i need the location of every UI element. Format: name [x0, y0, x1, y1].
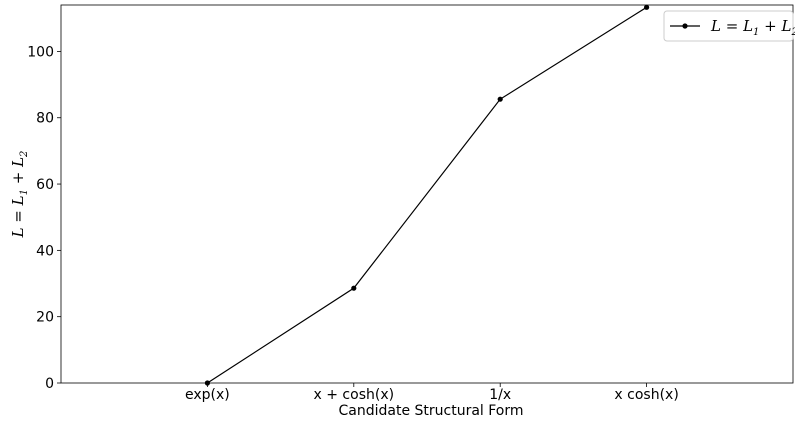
legend-entry-label: L = L1 + L2	[710, 17, 795, 38]
legend-marker-swatch	[682, 23, 688, 29]
x-axis-label: Candidate Structural Form	[338, 403, 523, 419]
x-tick-label: x + cosh(x)	[314, 387, 395, 403]
y-tick-label: 40	[36, 243, 54, 259]
y-tick-label: 0	[45, 376, 54, 392]
plot-frame	[60, 4, 794, 384]
legend-box	[663, 10, 794, 42]
x-tick-label: x cosh(x)	[614, 387, 678, 403]
y-tick-label: 100	[27, 44, 54, 60]
y-axis-ticks: 0 20 40 60 80 100	[27, 44, 61, 392]
y-tick-label: 20	[36, 310, 54, 326]
x-tick-label: exp(x)	[185, 387, 230, 403]
data-point	[644, 4, 650, 10]
y-tick-label: 60	[36, 177, 54, 193]
y-tick-label: 80	[36, 111, 54, 127]
series-layer	[204, 4, 650, 386]
series-line	[207, 6, 647, 384]
x-axis-ticks: exp(x) x + cosh(x) 1/x x cosh(x)	[185, 383, 679, 403]
data-point	[351, 285, 357, 291]
x-tick-label: 1/x	[489, 387, 511, 403]
legend: L = L1 + L2	[663, 10, 795, 42]
data-point	[497, 96, 503, 102]
y-axis-label: L = L1 + L2	[9, 151, 30, 239]
